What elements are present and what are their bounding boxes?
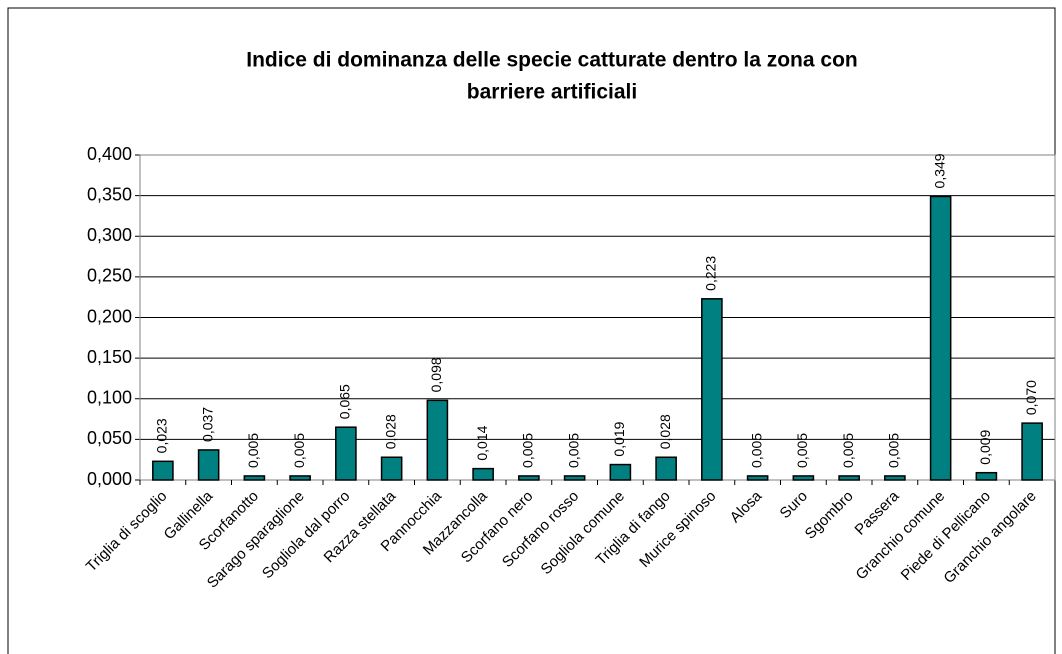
y-tick-label: 0,300 [87, 225, 132, 245]
data-label: 0,005 [748, 433, 764, 468]
data-label: 0,023 [154, 418, 170, 453]
data-label: 0,005 [886, 433, 902, 468]
chart-title: barriere artificiali [467, 81, 637, 104]
chart-title: Indice di dominanza delle specie cattura… [246, 49, 857, 72]
bar [746, 475, 769, 481]
bar [472, 467, 494, 481]
data-label: 0,005 [565, 433, 581, 468]
bar [518, 475, 540, 481]
bar [335, 426, 357, 481]
bar [289, 475, 311, 481]
data-label: 0,005 [520, 433, 536, 468]
data-label: 0,009 [977, 429, 993, 464]
y-tick-label: 0,400 [87, 144, 132, 164]
bar [1021, 422, 1043, 481]
bar [609, 463, 632, 481]
data-label: 0,014 [474, 425, 490, 460]
data-label: 0,005 [794, 433, 810, 468]
bar [380, 456, 403, 481]
frame [7, 7, 1056, 654]
y-tick-label: 0,050 [87, 428, 132, 448]
data-label: 0,037 [199, 407, 215, 442]
data-label: 0,028 [657, 414, 673, 449]
data-label: 0,098 [428, 357, 444, 392]
data-label: 0,223 [703, 256, 719, 291]
x-tick-label: Alosa [727, 487, 766, 526]
data-label: 0,019 [611, 421, 627, 456]
data-label: 0,070 [1023, 380, 1039, 415]
bar [655, 456, 677, 481]
bar [884, 475, 906, 481]
data-label: 0,005 [291, 433, 307, 468]
bar [838, 475, 860, 481]
bar [426, 399, 449, 481]
data-label: 0,349 [931, 153, 947, 188]
y-tick-label: 0,150 [87, 347, 132, 367]
bar [792, 475, 815, 481]
x-tick-label: Sogliola comune [538, 488, 628, 578]
bar [152, 460, 174, 481]
bar [243, 475, 266, 481]
x-tick-label: Sgombro [802, 488, 857, 543]
y-tick-label: 0,100 [87, 388, 132, 408]
y-tick-label: 0,000 [87, 469, 132, 489]
x-tick-label: Triglia di scoglio [83, 488, 171, 576]
x-tick-label: Suro [777, 488, 811, 522]
y-tick-label: 0,250 [87, 266, 132, 286]
bar [563, 475, 586, 481]
bar [197, 449, 220, 481]
bar [701, 298, 723, 481]
y-tick-label: 0,350 [87, 184, 132, 204]
bar [975, 471, 998, 481]
y-tick-label: 0,200 [87, 306, 132, 326]
data-label: 0,005 [245, 433, 261, 468]
data-label: 0,005 [840, 433, 856, 468]
bar [929, 195, 952, 481]
data-label: 0,028 [382, 414, 398, 449]
data-label: 0,065 [337, 384, 353, 419]
